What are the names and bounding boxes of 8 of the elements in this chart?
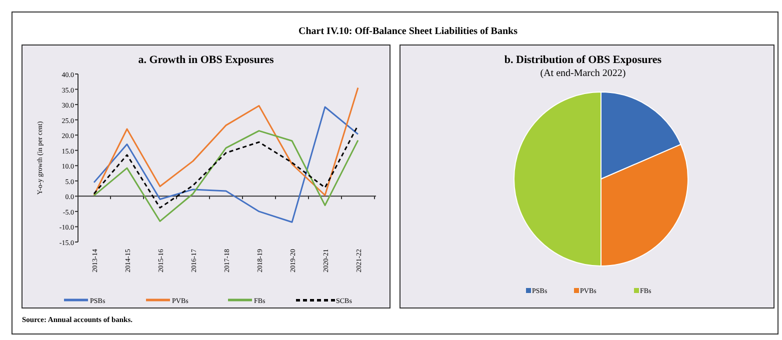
line-series xyxy=(93,130,359,222)
text: Chart IV.10: Off-Balance Sheet Liabilities of Banks xyxy=(298,26,518,37)
chart-title: a. Growth in OBS Exposures xyxy=(138,54,275,66)
line-series xyxy=(93,124,359,209)
chart-subtitle: (At end-March 2022) xyxy=(540,68,626,79)
chart-title: b. Distribution of OBS Exposures xyxy=(504,54,662,66)
line-series xyxy=(93,106,359,223)
line-series xyxy=(93,86,359,196)
